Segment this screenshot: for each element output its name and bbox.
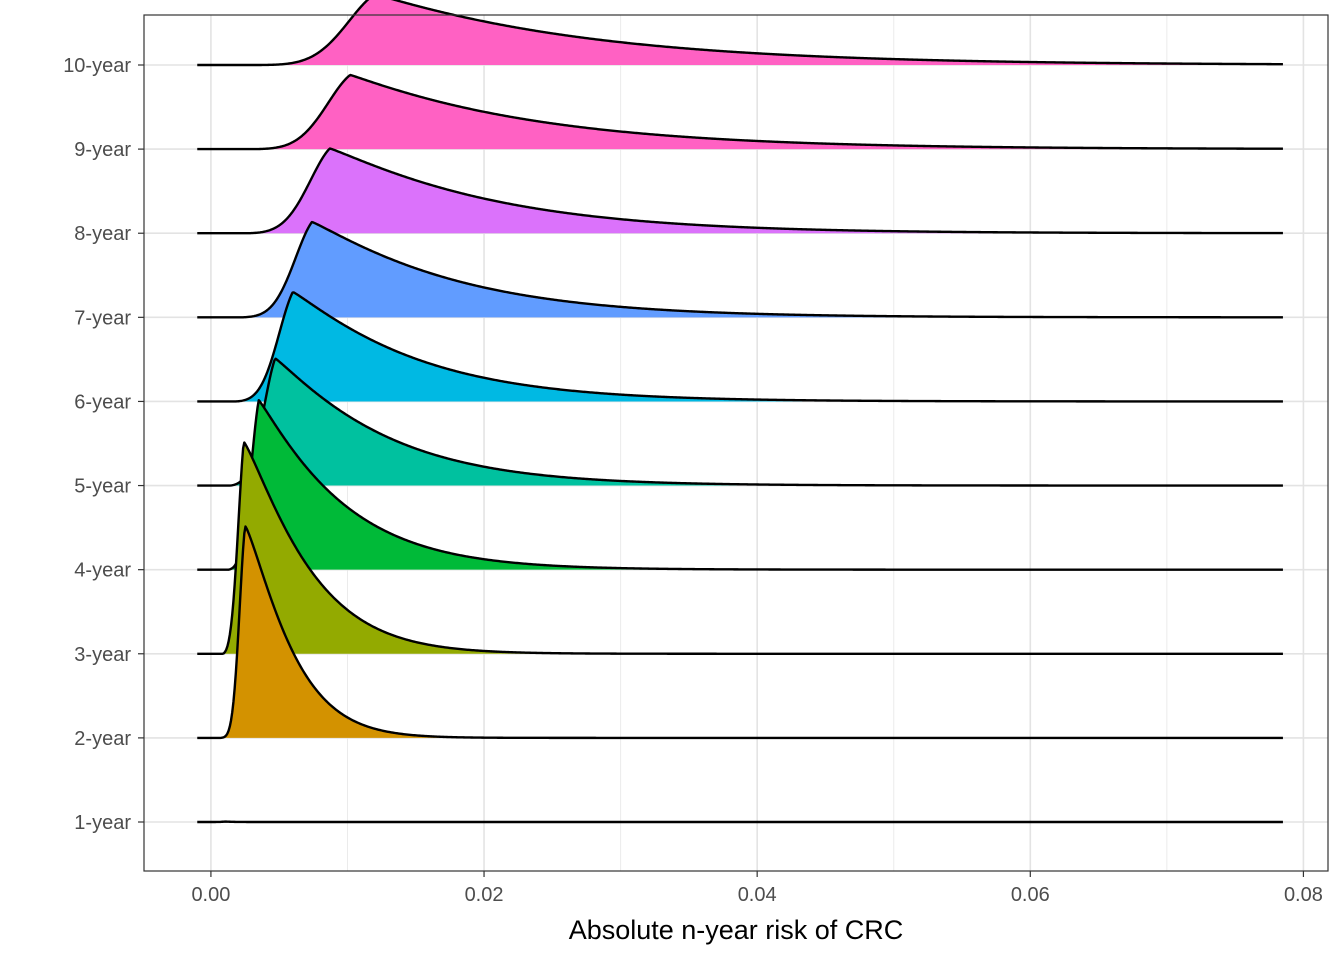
ridge-area-2-year <box>197 526 1283 738</box>
y-tick-label: 2-year <box>74 728 131 750</box>
ridge-7-year <box>197 220 1283 319</box>
x-axis-title: Absolute n-year risk of CRC <box>569 915 904 945</box>
y-tick-label: 8-year <box>74 223 131 245</box>
ridge-outline-4-year <box>197 398 1283 571</box>
y-tick-label: 6-year <box>74 391 131 413</box>
y-axis: 1-year 2-year 3-year 4-year 5-year 6-year 7-ye… <box>63 55 144 834</box>
ridge-outline-7-year <box>197 220 1283 319</box>
x-tick-label: 0.02 <box>465 884 504 906</box>
y-tick-label: 10-year <box>63 55 131 77</box>
ridge-area-8-year <box>197 148 1283 234</box>
ridge-8-year <box>197 147 1283 235</box>
ridge-2-year <box>197 525 1283 740</box>
ridge-outline-3-year <box>197 441 1283 655</box>
ridge-outline-2-year <box>197 525 1283 740</box>
ridges-layer <box>197 0 1283 824</box>
x-tick-label: 0.08 <box>1284 884 1323 906</box>
y-tick-label: 9-year <box>74 139 131 161</box>
y-tick-label: 7-year <box>74 307 131 329</box>
plot-panel-border <box>143 14 1329 872</box>
ridge-area-10-year <box>197 0 1283 65</box>
y-tick-label: 1-year <box>74 812 131 834</box>
ridge-outline-6-year <box>197 291 1283 403</box>
ridge-10-year <box>197 0 1283 67</box>
y-tick-label: 4-year <box>74 560 131 582</box>
ridge-area-4-year <box>197 400 1283 570</box>
x-axis: 0.00 0.02 0.04 0.06 0.08 <box>191 871 1323 906</box>
ridge-9-year <box>197 73 1283 151</box>
x-tick-label: 0.04 <box>738 884 777 906</box>
ridge-3-year <box>197 441 1283 655</box>
ridge-outline-8-year <box>197 147 1283 235</box>
y-tick-label: 3-year <box>74 644 131 666</box>
ridge-area-9-year <box>197 74 1283 150</box>
ridge-area-7-year <box>197 222 1283 318</box>
ridge-outline-9-year <box>197 73 1283 151</box>
ridge-4-year <box>197 398 1283 571</box>
y-tick-label: 5-year <box>74 476 131 498</box>
ridge-outline-5-year <box>197 357 1283 487</box>
ridge-outline-10-year <box>197 0 1283 67</box>
x-tick-label: 0.06 <box>1011 884 1050 906</box>
x-tick-label: 0.00 <box>191 884 230 906</box>
ridge-area-3-year <box>197 442 1283 654</box>
